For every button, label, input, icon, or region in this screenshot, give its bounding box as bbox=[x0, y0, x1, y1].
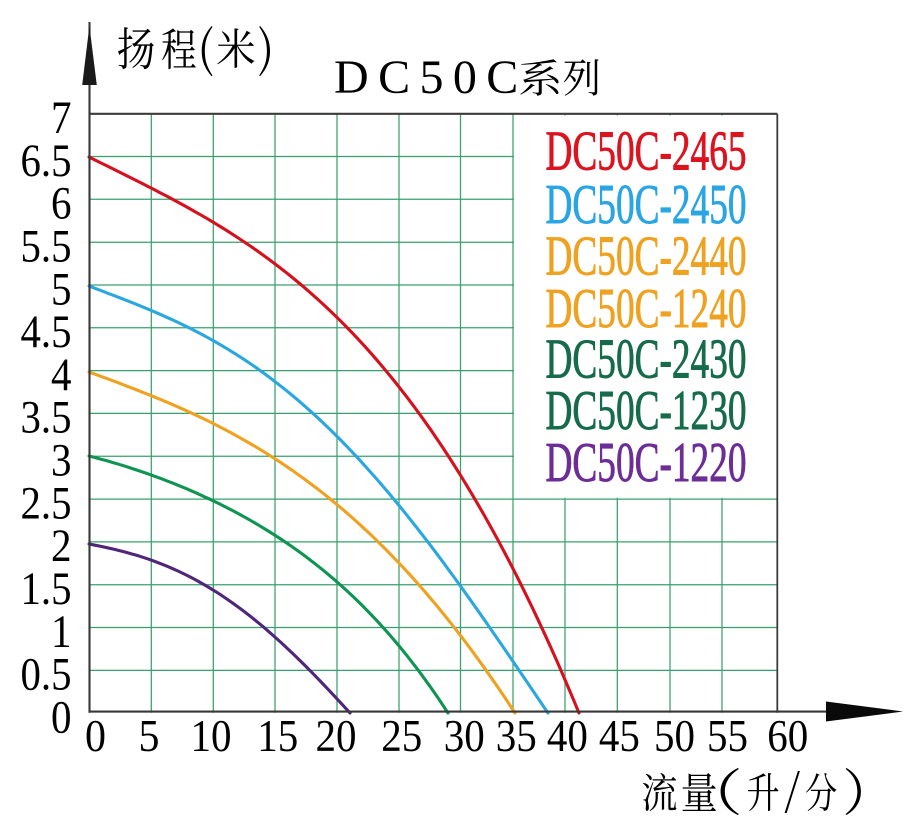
svg-text:DC50C-1240: DC50C-1240 bbox=[546, 278, 747, 340]
svg-text:25: 25 bbox=[381, 711, 422, 761]
svg-text:DC50C-2465: DC50C-2465 bbox=[546, 120, 747, 182]
svg-text:DC50C-1230: DC50C-1230 bbox=[546, 380, 747, 442]
svg-text:1: 1 bbox=[51, 606, 72, 658]
svg-text:5: 5 bbox=[139, 711, 160, 761]
svg-text:6.5: 6.5 bbox=[21, 135, 72, 187]
svg-text:2: 2 bbox=[51, 520, 72, 572]
svg-text:2.5: 2.5 bbox=[21, 477, 72, 529]
svg-text:50: 50 bbox=[654, 711, 695, 761]
svg-text:0.5: 0.5 bbox=[21, 649, 72, 701]
svg-text:5: 5 bbox=[51, 263, 72, 315]
svg-text:45: 45 bbox=[599, 711, 640, 761]
svg-text:20: 20 bbox=[316, 711, 357, 761]
svg-text:3: 3 bbox=[51, 435, 72, 487]
svg-text:6: 6 bbox=[51, 178, 72, 230]
svg-text:30: 30 bbox=[444, 711, 485, 761]
svg-text:5.5: 5.5 bbox=[21, 221, 72, 273]
svg-text:7: 7 bbox=[51, 92, 72, 144]
svg-text:3.5: 3.5 bbox=[21, 392, 72, 444]
svg-text:35: 35 bbox=[496, 711, 537, 761]
svg-text:DC50C-2450: DC50C-2450 bbox=[546, 174, 747, 236]
svg-text:0: 0 bbox=[85, 711, 106, 761]
svg-text:0: 0 bbox=[51, 692, 72, 744]
svg-text:DC50C-1220: DC50C-1220 bbox=[546, 432, 747, 494]
svg-text:DC50C-2430: DC50C-2430 bbox=[546, 329, 747, 391]
svg-text:DC50C-2440: DC50C-2440 bbox=[546, 225, 747, 287]
svg-text:40: 40 bbox=[547, 711, 588, 761]
svg-text:DC50C: DC50C bbox=[334, 51, 528, 104]
svg-text:60: 60 bbox=[767, 711, 808, 761]
svg-text:1.5: 1.5 bbox=[21, 563, 72, 615]
svg-text:55: 55 bbox=[707, 711, 748, 761]
svg-text:15: 15 bbox=[257, 711, 298, 761]
svg-text:4: 4 bbox=[51, 349, 72, 401]
svg-text:10: 10 bbox=[191, 711, 232, 761]
svg-text:4.5: 4.5 bbox=[21, 306, 72, 358]
